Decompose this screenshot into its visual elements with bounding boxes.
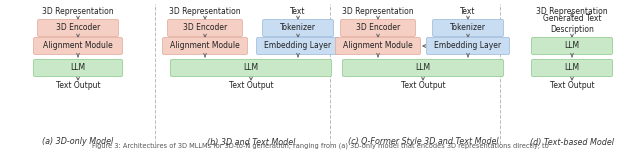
Text: (a) 3D-only Model: (a) 3D-only Model (42, 138, 114, 147)
Text: 3D Representation: 3D Representation (342, 7, 414, 16)
Text: 3D Encoder: 3D Encoder (56, 24, 100, 33)
FancyBboxPatch shape (335, 38, 420, 55)
Text: Text: Text (460, 7, 476, 16)
Text: Text Output: Text Output (401, 81, 445, 90)
FancyBboxPatch shape (257, 38, 339, 55)
FancyBboxPatch shape (340, 19, 415, 36)
FancyBboxPatch shape (163, 38, 248, 55)
Text: Figure 3: Architectures of 3D MLLMs for 3D-to-N generation, ranging from (a) 3D-: Figure 3: Architectures of 3D MLLMs for … (92, 143, 548, 149)
Text: Tokenizer: Tokenizer (450, 24, 486, 33)
FancyBboxPatch shape (531, 59, 612, 76)
Text: Alignment Module: Alignment Module (170, 41, 240, 50)
Text: Text: Text (291, 7, 306, 16)
Text: LLM: LLM (564, 41, 580, 50)
FancyBboxPatch shape (342, 59, 504, 76)
Text: 3D Encoder: 3D Encoder (356, 24, 400, 33)
Text: Text Output: Text Output (56, 81, 100, 90)
Text: LLM: LLM (415, 64, 431, 73)
Text: Text Output: Text Output (228, 81, 273, 90)
Text: LLM: LLM (243, 64, 259, 73)
Text: Embedding Layer: Embedding Layer (435, 41, 502, 50)
Text: Text Output: Text Output (550, 81, 595, 90)
FancyBboxPatch shape (33, 38, 122, 55)
FancyBboxPatch shape (262, 19, 333, 36)
Text: (d) Text-based Model: (d) Text-based Model (530, 138, 614, 147)
Text: 3D Representation: 3D Representation (42, 7, 114, 16)
FancyBboxPatch shape (426, 38, 509, 55)
FancyBboxPatch shape (168, 19, 243, 36)
Text: 3D Encoder: 3D Encoder (183, 24, 227, 33)
Text: (b) 3D and Text Model: (b) 3D and Text Model (207, 138, 295, 147)
FancyBboxPatch shape (33, 59, 122, 76)
Text: 3D Representation: 3D Representation (169, 7, 241, 16)
Text: 3D Representation: 3D Representation (536, 7, 608, 16)
FancyBboxPatch shape (433, 19, 504, 36)
Text: Embedding Layer: Embedding Layer (264, 41, 332, 50)
Text: (c) Q-Former Style 3D and Text Model: (c) Q-Former Style 3D and Text Model (348, 138, 499, 147)
FancyBboxPatch shape (531, 38, 612, 55)
Text: LLM: LLM (564, 64, 580, 73)
Text: Alignment Module: Alignment Module (43, 41, 113, 50)
Text: Generated Text
Description: Generated Text Description (543, 14, 601, 34)
FancyBboxPatch shape (38, 19, 118, 36)
FancyBboxPatch shape (170, 59, 332, 76)
Text: Alignment Module: Alignment Module (343, 41, 413, 50)
Text: Tokenizer: Tokenizer (280, 24, 316, 33)
Text: LLM: LLM (70, 64, 86, 73)
